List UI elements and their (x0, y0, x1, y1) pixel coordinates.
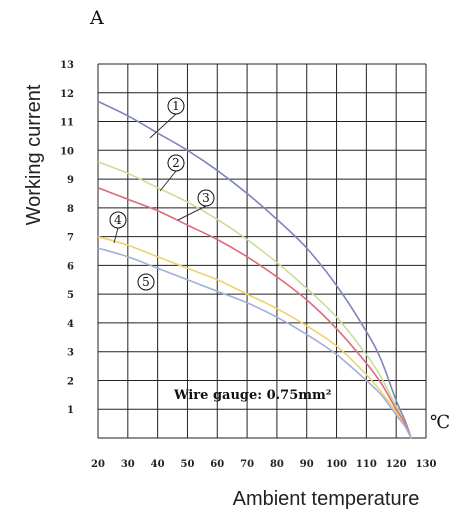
series-marker-label: 4 (114, 213, 122, 227)
x-tick-label: 130 (416, 459, 437, 470)
series-leader-line (149, 113, 177, 139)
x-tick-labels: 20 30 40 50 60 70 80 90 100 110 120 130 (91, 459, 436, 470)
x-tick-label: 90 (300, 459, 314, 470)
x-tick-label: 60 (210, 459, 224, 470)
y-tick-label: 10 (60, 146, 74, 157)
y-axis-label: Working current (23, 84, 45, 225)
series-marker-circle (197, 189, 215, 207)
y-tick-label: 7 (67, 233, 74, 244)
x-tick-label: 20 (91, 459, 105, 470)
x-axis-unit: ℃ (430, 412, 450, 433)
series-leader-line (177, 205, 207, 221)
y-tick-label: 5 (67, 290, 74, 301)
y-tick-label: 2 (67, 376, 74, 387)
y-tick-label: 4 (67, 319, 74, 330)
series-line-2 (97, 161, 412, 439)
series-leader-line (159, 170, 177, 192)
y-tick-label: 11 (60, 118, 74, 129)
series-line-4 (97, 235, 412, 439)
series-marker-circle (167, 154, 185, 172)
x-tick-label: 100 (326, 459, 347, 470)
y-tick-label: 13 (60, 60, 74, 71)
y-tick-label: 3 (67, 348, 74, 359)
x-tick-label: 30 (121, 459, 135, 470)
y-axis-unit: A (89, 7, 104, 29)
series-marker-label: 1 (172, 99, 180, 113)
series-marker-label: 2 (172, 156, 180, 170)
wire-gauge-annotation: Wire gauge: 0.75mm² (173, 388, 331, 403)
x-tick-label: 40 (151, 459, 165, 470)
series-marker-circle (109, 211, 127, 229)
x-tick-label: 70 (240, 459, 254, 470)
series-leader-line (113, 227, 119, 244)
grid-lines (97, 63, 427, 439)
x-tick-label: 50 (180, 459, 194, 470)
x-tick-label: 120 (386, 459, 407, 470)
y-tick-label: 6 (67, 261, 74, 272)
y-tick-label: 8 (67, 204, 74, 215)
series-group (97, 100, 412, 439)
series-marker-circle (167, 97, 185, 115)
y-tick-label: 1 (67, 405, 74, 416)
x-tick-label: 110 (356, 459, 377, 470)
series-markers: 1 2 3 4 5 (109, 97, 215, 291)
series-marker-label: 3 (202, 191, 210, 205)
series-line-1 (97, 100, 412, 439)
x-tick-label: 80 (270, 459, 284, 470)
y-tick-label: 9 (67, 175, 74, 186)
series-marker-circle (137, 273, 155, 291)
series-line-3 (97, 186, 412, 439)
y-tick-label: 12 (60, 89, 74, 100)
x-axis-label: Ambient temperature (233, 488, 420, 510)
series-line-5 (97, 247, 412, 439)
series-marker-label: 5 (142, 275, 150, 289)
